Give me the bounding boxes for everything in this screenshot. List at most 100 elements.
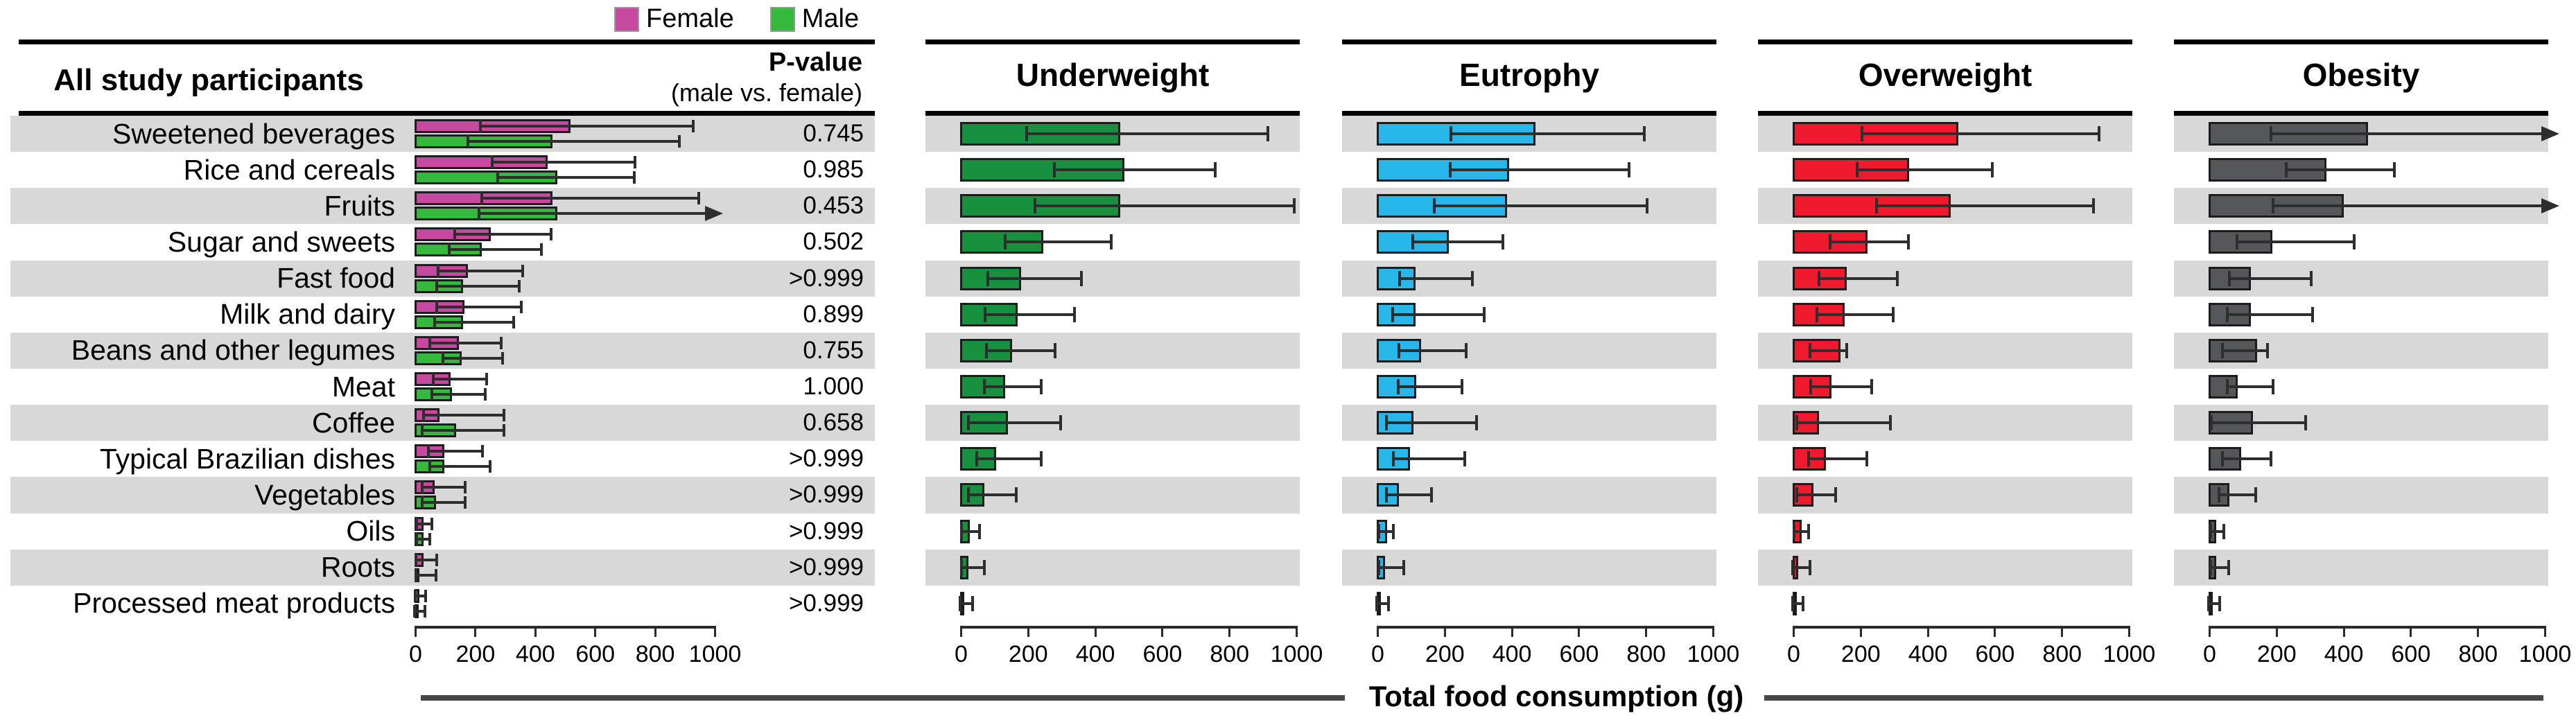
error-cap-low (2209, 523, 2212, 539)
error-cap-low (1004, 234, 1007, 250)
error-cap-low (960, 559, 964, 575)
error-cap-low (420, 481, 424, 494)
error-bar-line (960, 602, 973, 605)
error-cap-high (1292, 198, 1296, 214)
divider (1758, 111, 2132, 116)
error-cap-low (420, 424, 424, 437)
table-row (2174, 297, 2548, 333)
error-bar (2225, 306, 2315, 322)
error-cap-high (483, 387, 487, 401)
error-bar-line (417, 537, 430, 541)
table-row (925, 332, 1300, 369)
error-cap-high (481, 445, 485, 458)
axis-tick-label: 600 (2391, 641, 2431, 667)
error-bar-line (430, 341, 502, 344)
table-row (925, 369, 1300, 405)
error-bar (1377, 559, 1406, 575)
table-row (925, 405, 1300, 441)
table-row: Fruits 0.453 (10, 188, 875, 225)
category-label: Sweetened beverages (112, 117, 395, 150)
error-cap-high (1402, 559, 1406, 575)
error-cap-low (2272, 198, 2275, 214)
error-bar (960, 523, 982, 539)
panel-underweight: Underweight 0 200 400 600 800 1000 (925, 40, 1323, 677)
p-value: 0.755 (803, 336, 864, 364)
error-cap-low (415, 568, 418, 581)
error-cap-low (428, 460, 431, 473)
table-row: Milk and dairy 0.899 (10, 297, 875, 333)
error-bar (1795, 487, 1838, 503)
error-bar (1025, 126, 1269, 141)
panel-all-study-participants: All study participants P-value (male vs.… (8, 40, 875, 677)
category-label: Rice and cereals (183, 153, 395, 186)
legend-label-male: Male (801, 4, 860, 33)
divider (2174, 111, 2548, 116)
divider (925, 111, 1300, 116)
error-cap-high (1465, 342, 1468, 358)
error-bar-line (2229, 277, 2312, 280)
error-bar-line (478, 212, 708, 216)
error-cap-high (1502, 234, 1505, 250)
axis-tick-label: 0 (1371, 641, 1384, 667)
divider (19, 111, 875, 116)
error-bar-line (455, 233, 551, 236)
overflow-arrow-icon (2541, 198, 2559, 214)
error-cap-low (1815, 306, 1818, 322)
axis-tick-label: 600 (1142, 641, 1183, 667)
error-bar-line (480, 125, 693, 128)
axis-tick (714, 626, 716, 637)
axis-tick (2477, 626, 2480, 637)
error-bar-line (1450, 168, 1629, 172)
table-row (1342, 297, 1716, 333)
error-bar (427, 445, 485, 458)
axis-tick-label: 400 (2324, 641, 2364, 667)
error-cap-low (2220, 451, 2224, 467)
error-bar (975, 451, 1043, 467)
error-cap-high (1627, 162, 1630, 178)
error-cap-high (1845, 342, 1848, 358)
error-cap-high (549, 228, 552, 241)
error-bar-line (977, 457, 1042, 461)
error-cap-low (2209, 559, 2212, 575)
axis-tick (1511, 626, 1513, 637)
error-cap-low (436, 264, 440, 277)
error-cap-high (1080, 270, 1084, 286)
x-axis: 0 200 400 600 800 1000 (8, 626, 875, 674)
error-cap-low (1384, 415, 1388, 431)
error-bar (1828, 234, 1910, 250)
error-cap-low (447, 243, 451, 256)
error-bar-line (2271, 132, 2544, 135)
error-bar-line (1809, 349, 1847, 352)
error-bar-line (1862, 132, 2100, 135)
error-bar (413, 604, 426, 617)
error-bar (1874, 198, 2096, 214)
table-row (1758, 514, 2132, 550)
error-bar (2228, 270, 2313, 286)
error-bar (420, 496, 467, 509)
legend: Female Male (614, 4, 859, 34)
error-bar-line (1793, 602, 1803, 605)
error-bar-line (1393, 457, 1465, 461)
axis-tick-label: 0 (2203, 641, 2216, 667)
error-bar-line (2218, 493, 2256, 497)
error-bar (2270, 126, 2559, 141)
error-bar (1450, 126, 1646, 141)
error-cap-low (1377, 559, 1381, 575)
error-cap-low (427, 445, 430, 458)
category-label: Fruits (324, 189, 396, 222)
error-cap-low (2228, 270, 2231, 286)
error-bar-line (433, 377, 487, 380)
axis-tick-label: 200 (2256, 641, 2297, 667)
error-cap-high (978, 523, 982, 539)
error-bar-line (986, 349, 1056, 352)
error-bar-line (492, 161, 635, 164)
error-bar (441, 351, 504, 365)
axis-tick (2544, 626, 2546, 637)
error-cap-low (435, 300, 438, 313)
error-bar-line (421, 486, 465, 489)
error-bar (453, 228, 552, 241)
axis-line (2209, 626, 2546, 629)
error-cap-low (2217, 487, 2220, 503)
error-bar-line (467, 140, 680, 143)
error-cap-low (496, 171, 499, 184)
